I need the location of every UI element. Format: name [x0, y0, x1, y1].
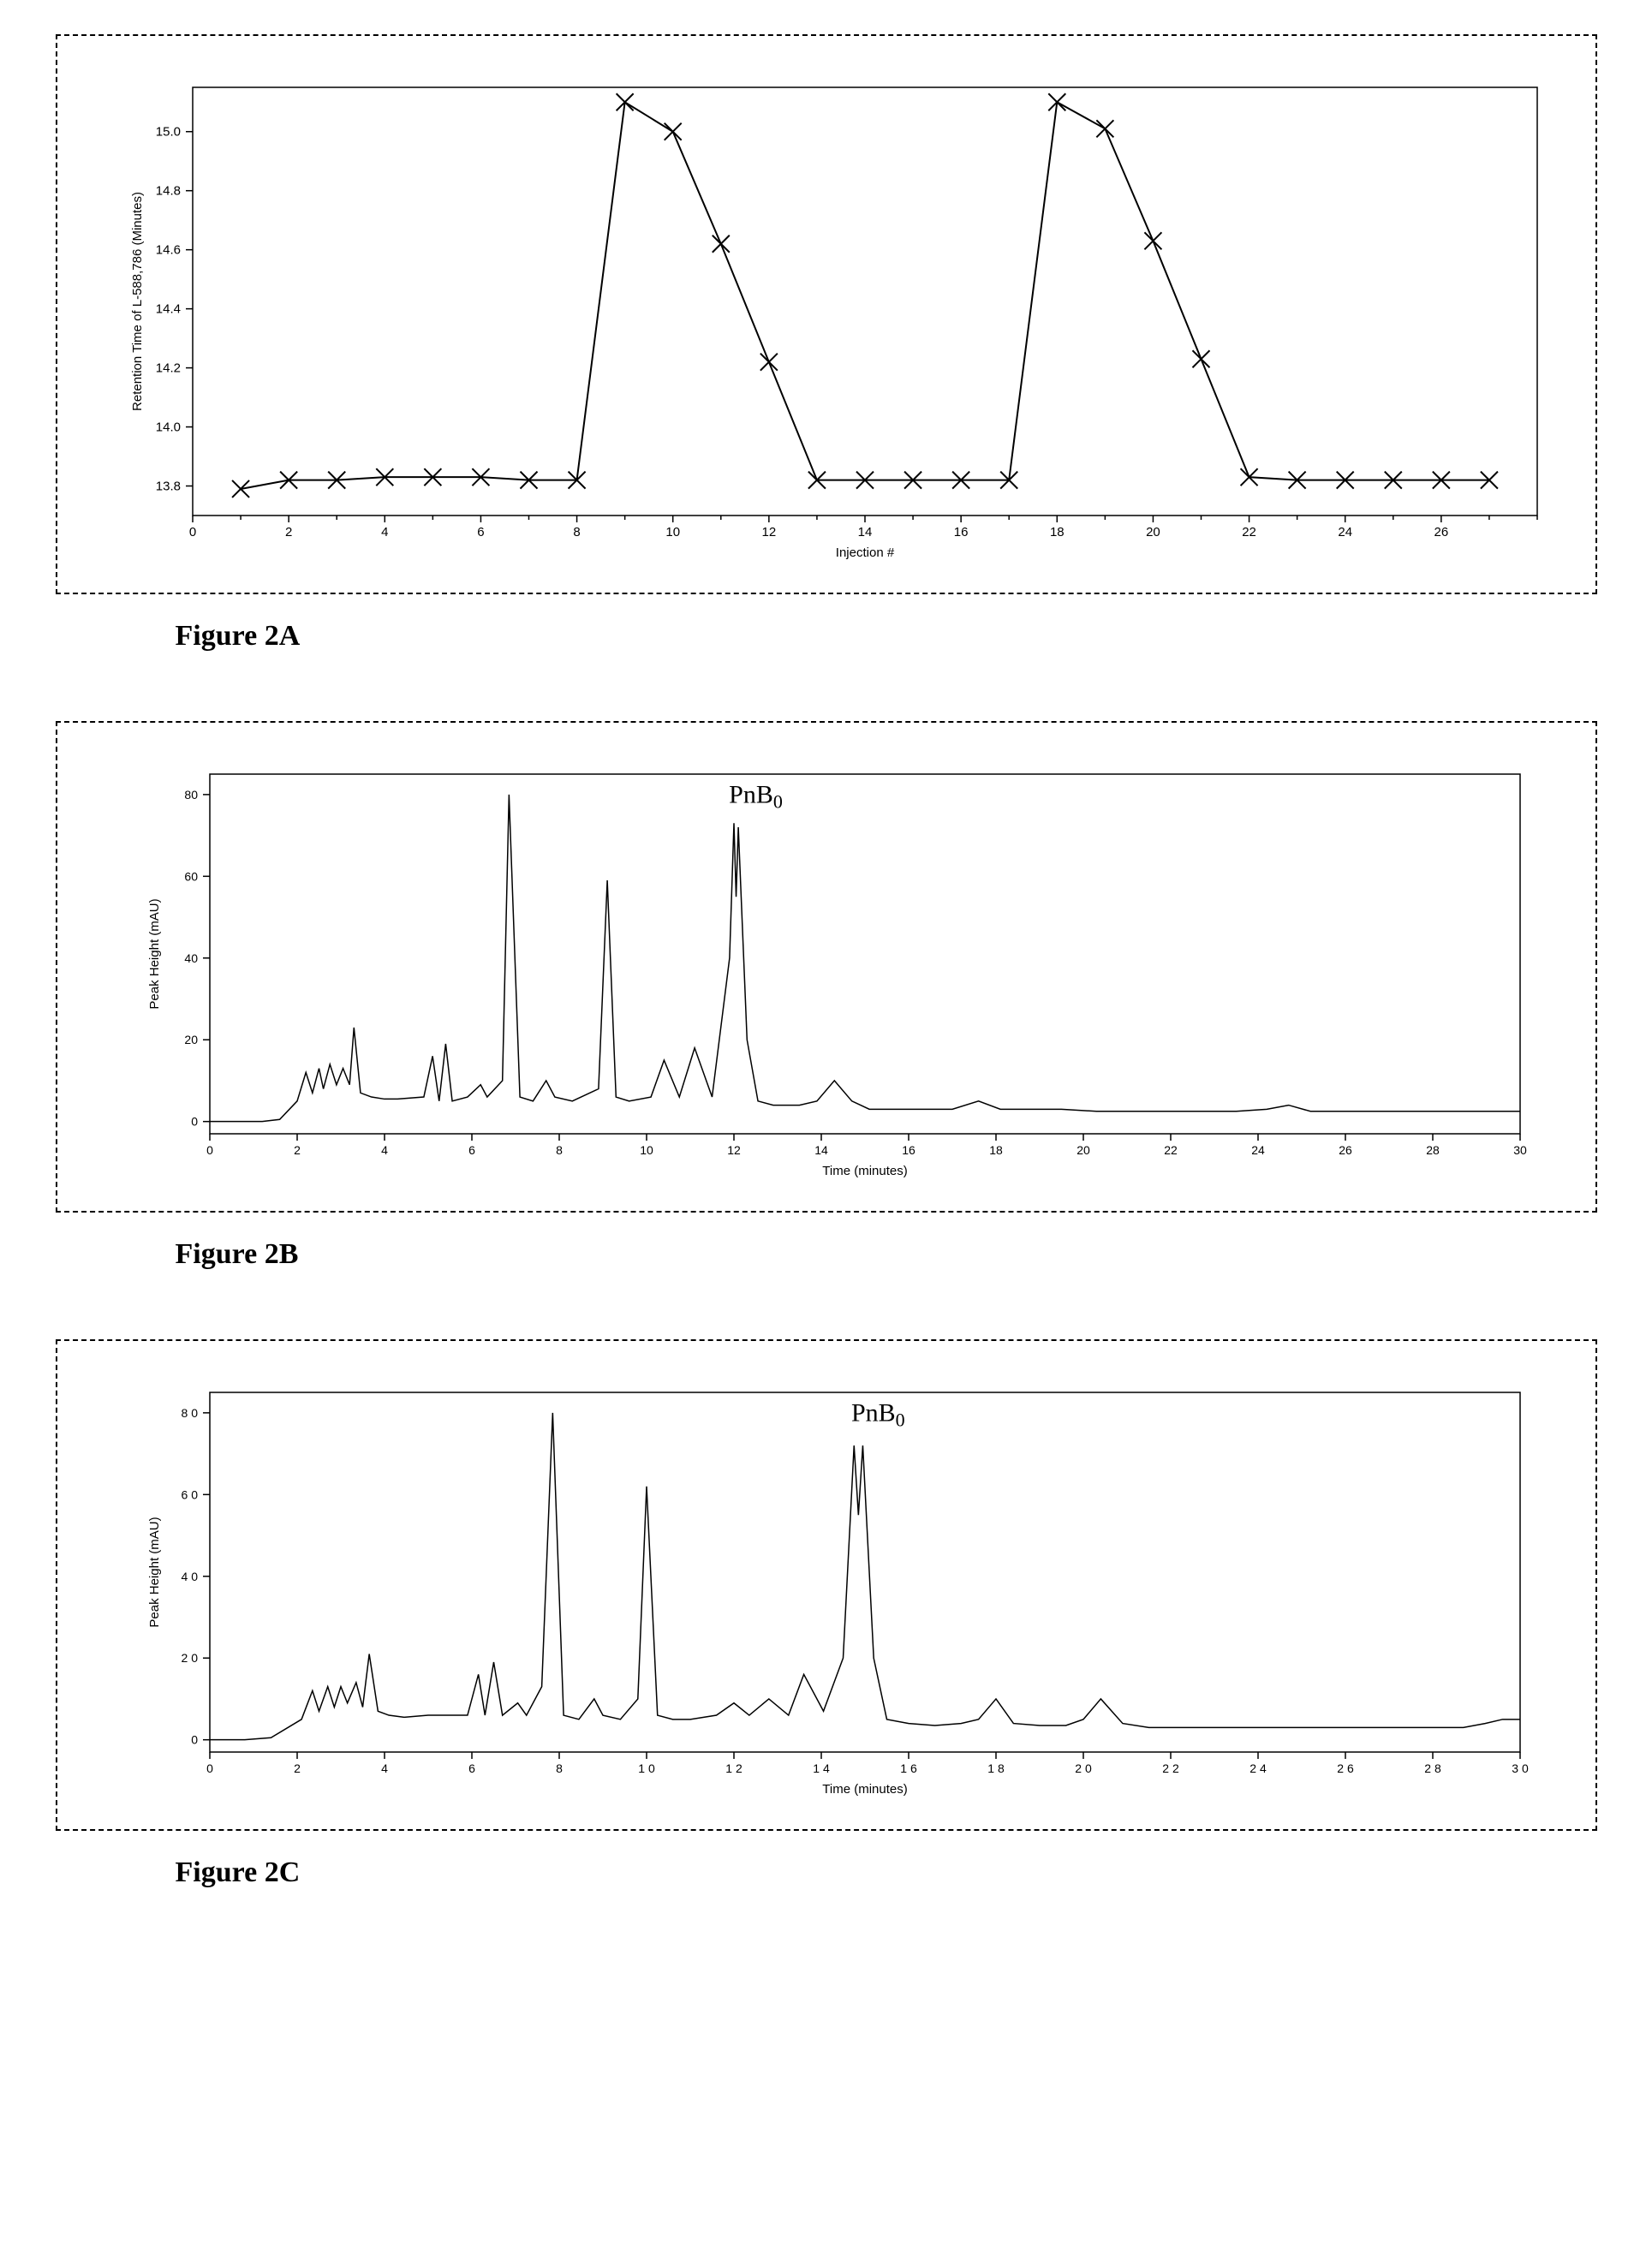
svg-text:Time (minutes): Time (minutes)	[822, 1782, 907, 1797]
svg-text:2 0: 2 0	[1075, 1761, 1092, 1775]
svg-text:1 4: 1 4	[813, 1761, 830, 1775]
svg-text:18: 18	[989, 1143, 1003, 1157]
svg-text:2: 2	[284, 525, 291, 539]
figure-2b-panel: 024681012141618202224262830020406080Time…	[56, 721, 1597, 1213]
svg-text:16: 16	[953, 525, 968, 539]
svg-text:26: 26	[1434, 525, 1448, 539]
svg-text:2 8: 2 8	[1424, 1761, 1441, 1775]
svg-text:0: 0	[188, 525, 195, 539]
svg-text:PnB0: PnB0	[729, 780, 783, 811]
chart-2c: 0 2 4 6 8 1 0 1 2 1 4 1 6 1 8 2 0 2 2 2 4 2 6 2 8 3 0 0 2…	[81, 1367, 1571, 1812]
svg-text:14.4: 14.4	[155, 302, 180, 317]
svg-text:4 0: 4 0	[181, 1570, 198, 1583]
svg-text:0: 0	[191, 1733, 198, 1747]
svg-text:2 6: 2 6	[1337, 1761, 1354, 1775]
svg-text:6 0: 6 0	[181, 1487, 198, 1501]
svg-text:12: 12	[727, 1143, 741, 1157]
figure-2a-caption: Figure 2A	[176, 620, 1597, 653]
svg-text:13.8: 13.8	[155, 480, 180, 494]
figure-2b-block: 024681012141618202224262830020406080Time…	[56, 721, 1597, 1271]
svg-text:15.0: 15.0	[155, 125, 180, 140]
svg-text:20: 20	[1146, 525, 1160, 539]
svg-text:8: 8	[556, 1761, 563, 1775]
svg-text:24: 24	[1251, 1143, 1265, 1157]
figure-2c-panel: 0 2 4 6 8 1 0 1 2 1 4 1 6 1 8 2 0 2 2 2 4 2 6 2 8 3 0 0 2…	[56, 1339, 1597, 1831]
svg-text:1 0: 1 0	[638, 1761, 655, 1775]
figure-2a-block: 0246810121416182022242613.814.014.214.41…	[56, 34, 1597, 653]
svg-text:1 6: 1 6	[900, 1761, 917, 1775]
svg-text:8: 8	[556, 1143, 563, 1157]
svg-text:80: 80	[184, 788, 198, 802]
svg-text:3 0: 3 0	[1512, 1761, 1529, 1775]
svg-text:4: 4	[381, 1143, 388, 1157]
figure-2c-block: 0 2 4 6 8 1 0 1 2 1 4 1 6 1 8 2 0 2 2 2 4 2 6 2 8 3 0 0 2…	[56, 1339, 1597, 1889]
svg-text:4: 4	[381, 525, 388, 539]
svg-text:2: 2	[294, 1143, 301, 1157]
svg-text:26: 26	[1339, 1143, 1352, 1157]
figure-2c-caption: Figure 2C	[176, 1857, 1597, 1889]
svg-text:8 0: 8 0	[181, 1406, 198, 1420]
svg-text:16: 16	[902, 1143, 915, 1157]
svg-text:1 2: 1 2	[725, 1761, 743, 1775]
svg-text:4: 4	[381, 1761, 388, 1775]
figure-2b-caption: Figure 2B	[176, 1238, 1597, 1271]
svg-text:6: 6	[477, 525, 484, 539]
svg-text:10: 10	[640, 1143, 653, 1157]
svg-text:1 8: 1 8	[987, 1761, 1005, 1775]
svg-text:24: 24	[1338, 525, 1352, 539]
svg-text:2 2: 2 2	[1162, 1761, 1179, 1775]
svg-text:22: 22	[1242, 525, 1256, 539]
svg-text:2 4: 2 4	[1249, 1761, 1267, 1775]
figure-2a-panel: 0246810121416182022242613.814.014.214.41…	[56, 34, 1597, 594]
svg-text:14.6: 14.6	[155, 243, 180, 258]
chart-2b: 024681012141618202224262830020406080Time…	[81, 748, 1571, 1194]
svg-text:14.8: 14.8	[155, 184, 180, 199]
svg-text:Peak Height (mAU): Peak Height (mAU)	[147, 1517, 162, 1627]
svg-text:0: 0	[206, 1143, 213, 1157]
svg-text:22: 22	[1164, 1143, 1178, 1157]
svg-text:6: 6	[468, 1143, 475, 1157]
svg-text:14: 14	[814, 1143, 828, 1157]
svg-text:2 0: 2 0	[181, 1651, 198, 1665]
svg-text:PnB0: PnB0	[850, 1398, 904, 1430]
svg-text:60: 60	[184, 869, 198, 883]
svg-text:0: 0	[206, 1761, 213, 1775]
svg-text:10: 10	[665, 525, 680, 539]
svg-text:40: 40	[184, 951, 198, 965]
svg-text:14.2: 14.2	[155, 361, 180, 376]
svg-text:14.0: 14.0	[155, 420, 180, 435]
chart-2a: 0246810121416182022242613.814.014.214.41…	[81, 62, 1571, 575]
svg-text:Peak Height (mAU): Peak Height (mAU)	[147, 898, 162, 1009]
svg-text:6: 6	[468, 1761, 475, 1775]
svg-text:20: 20	[1076, 1143, 1090, 1157]
svg-text:30: 30	[1513, 1143, 1527, 1157]
svg-text:12: 12	[761, 525, 776, 539]
svg-text:Retention Time of L-588,786 (M: Retention Time of L-588,786 (Minutes)	[130, 192, 145, 411]
svg-text:Injection #: Injection #	[835, 545, 894, 560]
svg-text:2: 2	[294, 1761, 301, 1775]
svg-text:Time (minutes): Time (minutes)	[822, 1164, 907, 1178]
svg-text:8: 8	[573, 525, 580, 539]
svg-text:14: 14	[857, 525, 872, 539]
svg-text:20: 20	[184, 1033, 198, 1046]
svg-text:0: 0	[191, 1115, 198, 1129]
svg-text:18: 18	[1049, 525, 1064, 539]
svg-text:28: 28	[1426, 1143, 1440, 1157]
